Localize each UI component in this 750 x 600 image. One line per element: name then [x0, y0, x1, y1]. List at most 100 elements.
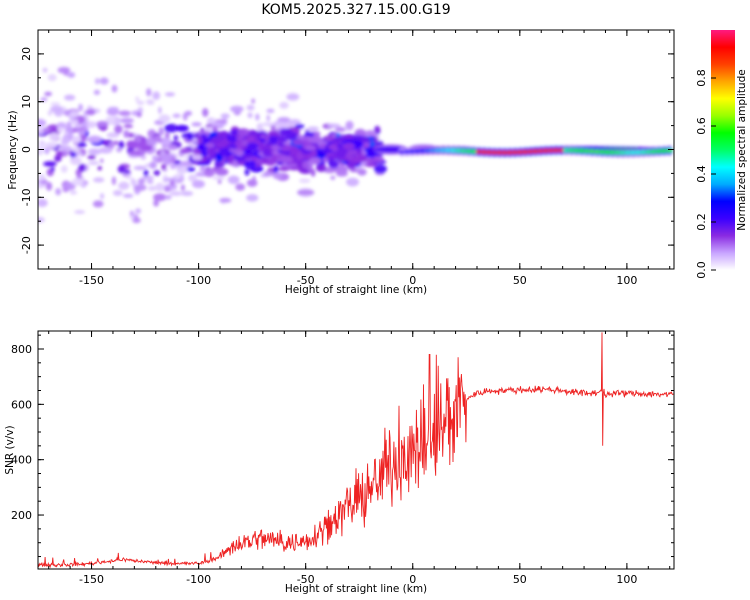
- x-tick-label: 0: [409, 573, 416, 586]
- spectrogram-blob: [164, 92, 176, 97]
- spectrogram-blob: [204, 143, 215, 148]
- spectrogram-blob: [289, 166, 300, 171]
- spectrogram-blob: [164, 186, 171, 192]
- spectrogram-blob: [172, 113, 181, 118]
- spectrogram-blob: [217, 179, 222, 184]
- spectrogram-blob: [328, 160, 339, 169]
- spectrogram-blob: [334, 127, 347, 132]
- spectrogram-blob: [272, 153, 278, 162]
- spectrogram-blob: [255, 113, 260, 121]
- spectrogram-blob: [364, 163, 378, 168]
- spectrogram-blob: [38, 173, 45, 182]
- spectrogram-blob: [336, 171, 348, 177]
- spectrogram-blob: [98, 147, 113, 154]
- spectrogram-blob: [235, 183, 246, 191]
- spectrogram-blob: [199, 165, 207, 172]
- spectrogram-blob: [71, 146, 80, 153]
- spectrogram-blob: [47, 74, 57, 82]
- spectrogram-blob: [152, 155, 158, 162]
- spectrogram-blob: [311, 157, 322, 165]
- spectrogram-blob: [202, 108, 209, 117]
- spectrogram-x-label: Height of straight line (km): [285, 284, 427, 296]
- spectrogram-blob: [170, 163, 177, 170]
- spectrogram-blob: [216, 131, 222, 139]
- spectrogram-blob: [328, 143, 338, 151]
- spectrogram-blob: [322, 148, 332, 154]
- spectrogram-blob: [78, 163, 86, 172]
- spectrogram-blob: [153, 193, 167, 202]
- spectrogram-blob: [60, 165, 68, 173]
- spectrogram-blob: [76, 173, 82, 180]
- spectrogram-blob: [147, 185, 157, 191]
- spectrogram-blob: [261, 122, 276, 127]
- spectrogram-blob: [230, 143, 238, 150]
- spectrogram-blob: [337, 157, 350, 162]
- spectrogram-blob: [261, 157, 269, 165]
- spectrogram-blob: [114, 124, 123, 134]
- spectrogram-blob: [153, 170, 161, 176]
- spectrogram-blob: [268, 135, 279, 144]
- snr-panel: -150 -100 -50 0 50 100 200 400 600 800 Height of…: [4, 330, 675, 595]
- spectrogram-blob: [272, 172, 283, 180]
- x-tick-label: -50: [297, 274, 315, 287]
- spectrogram-blob: [146, 88, 152, 97]
- spectrogram-blob: [180, 174, 185, 182]
- spectrogram-blob: [50, 102, 61, 107]
- spectrogram-blob: [346, 177, 360, 187]
- spectrogram-blob: [230, 105, 244, 113]
- spectrogram-blob: [315, 163, 327, 173]
- colorbar-tick-label: 0.2: [695, 213, 708, 231]
- spectrogram-blob: [55, 187, 62, 196]
- spectrogram-blob: [168, 145, 178, 151]
- spectrogram-blob: [66, 121, 72, 126]
- spectrogram-blob: [146, 179, 154, 184]
- x-tick-label: -100: [186, 274, 211, 287]
- spectrogram-blob: [129, 210, 134, 216]
- spectrogram-blob: [128, 150, 141, 156]
- spectrogram-blob: [244, 168, 250, 176]
- colorbar-label: Normalized spectral amplitude: [736, 69, 748, 230]
- spectrogram-blob: [141, 175, 155, 181]
- spectrogram-blob: [131, 179, 137, 188]
- spectrogram-blob: [65, 125, 73, 133]
- spectrogram-blob: [226, 134, 237, 143]
- spectrogram-blob: [118, 110, 131, 117]
- spectrogram-blob: [86, 105, 93, 110]
- spectrogram-blob: [227, 175, 240, 185]
- spectrogram-blob: [107, 106, 119, 111]
- x-tick-label: 50: [513, 274, 527, 287]
- spectrogram-blob: [146, 141, 158, 146]
- colorbar-gradient: [711, 30, 735, 270]
- spectrogram-blob: [266, 114, 271, 122]
- spectrogram-blob: [305, 145, 316, 151]
- spectrogram-blob: [50, 105, 63, 113]
- figure-title: KOM5.2025.327.15.00.G19: [261, 2, 450, 18]
- x-tick-label: -150: [79, 573, 104, 586]
- spectrogram-blob: [136, 136, 141, 143]
- spectrogram-blob: [124, 169, 130, 175]
- spectrogram-blob: [100, 192, 105, 200]
- spectrogram-blob: [227, 155, 233, 165]
- spectrogram-blob: [310, 168, 316, 177]
- spectrogram-blob: [57, 145, 70, 150]
- spectrogram-blob: [77, 142, 87, 148]
- spectrogram-blob: [220, 113, 230, 119]
- spectrogram-blob: [353, 135, 364, 141]
- colorbar-tick-label: 0.8: [695, 69, 708, 87]
- spectrogram-blob: [211, 121, 223, 128]
- spectrogram-blob: [38, 144, 45, 153]
- spectrogram-blob: [149, 161, 157, 169]
- spectrogram-blob: [135, 208, 142, 214]
- spectrogram-blob: [85, 108, 96, 116]
- spectrogram-blob: [191, 122, 202, 127]
- y-tick-label: 10: [20, 95, 33, 109]
- spectrogram-blob: [78, 129, 86, 137]
- spectrogram-blob: [118, 140, 125, 149]
- spectrogram-blob: [47, 110, 53, 116]
- spectrogram-blob: [87, 155, 96, 160]
- spectrogram-blob: [153, 199, 159, 207]
- spectrogram-blob: [111, 176, 117, 186]
- spectrogram-y-label: Frequency (Hz): [7, 110, 19, 189]
- spectrogram-blob: [279, 101, 289, 109]
- spectrogram-blob: [42, 67, 48, 73]
